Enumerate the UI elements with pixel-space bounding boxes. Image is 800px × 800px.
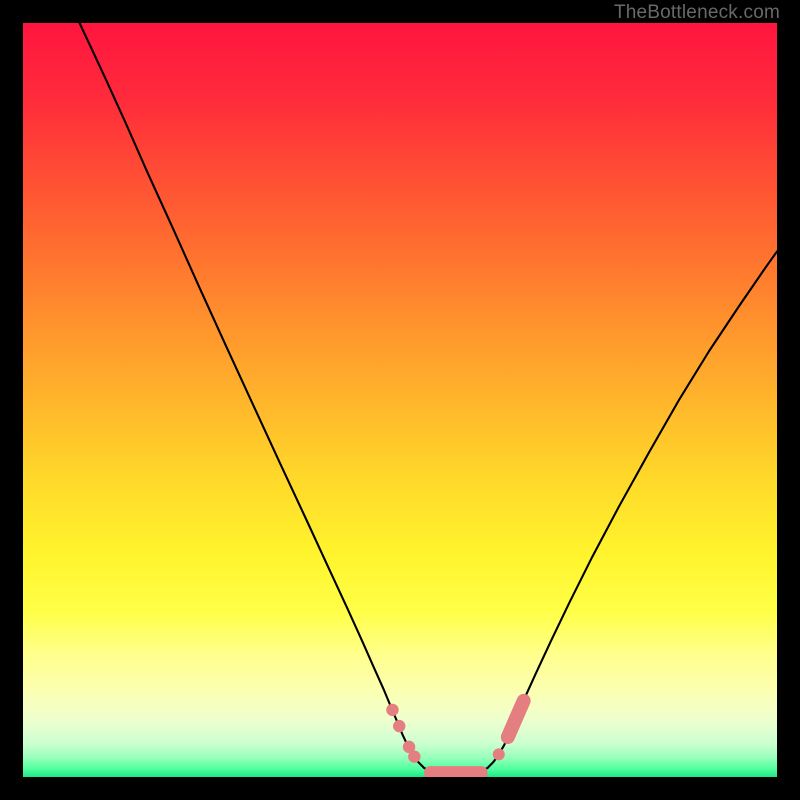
frame-left [0,0,23,800]
data-marker-right-dot [493,748,505,760]
frame-right [777,0,800,800]
data-marker-left [393,720,405,732]
data-marker-left [386,704,398,716]
data-marker-left [408,750,420,762]
gradient-background [23,23,777,777]
watermark-label: TheBottleneck.com [614,2,780,24]
data-marker-bottom-bar [424,766,487,777]
plot-area [23,23,777,777]
plot-svg [23,23,777,777]
frame-bottom [0,777,800,800]
chart-stage: TheBottleneck.com [0,0,800,800]
